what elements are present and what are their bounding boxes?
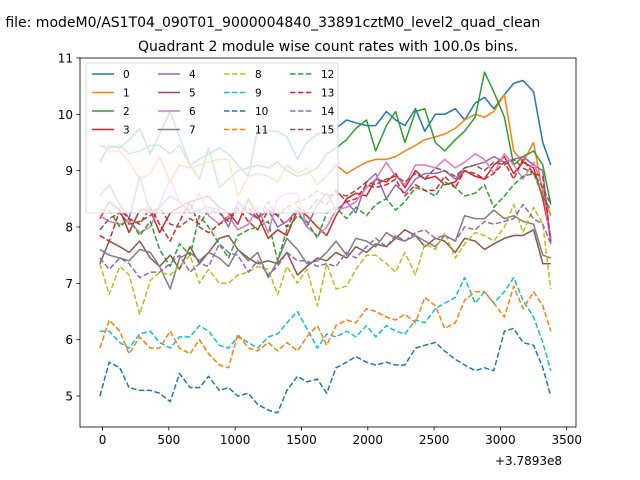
legend-label-11: 11 [255,124,268,136]
y-tick-label: 5 [65,390,73,404]
window-title: n file: modeM0/AS1T04_090T01_9000004840_… [0,15,540,31]
legend-label-12: 12 [321,69,334,81]
series-line-9 [99,276,552,371]
x-tick-label: 500 [157,433,180,447]
legend-label-9: 9 [255,87,262,99]
y-tick-label: 10 [58,108,73,122]
legend-label-13: 13 [321,87,334,99]
y-tick-label: 11 [58,52,73,66]
series-line-10 [99,327,552,414]
x-tick-label: 3500 [551,433,582,447]
series-line-15 [99,158,552,231]
axes-frame [79,57,577,428]
legend-label-6: 6 [189,106,196,118]
series-line-8 [99,203,552,316]
x-tick-label: 2500 [419,433,450,447]
y-tick-label: 6 [65,333,73,347]
x-tick-label: 0 [99,433,107,447]
y-tick-label: 7 [65,277,73,291]
y-tick-label: 8 [65,221,73,235]
series-line-11 [99,285,552,369]
legend-label-10: 10 [255,106,268,118]
legend-label-3: 3 [123,124,130,136]
series-line-14 [99,203,552,279]
x-axis: 0 500 1000 1500 2000 2500 3000 3500 [99,427,582,447]
x-offset-label: +3.7893e8 [495,454,562,468]
x-tick-label: 3000 [485,433,516,447]
legend-label-4: 4 [189,69,196,81]
x-tick-label: 1000 [220,433,251,447]
legend-label-14: 14 [321,106,335,118]
legend-label-0: 0 [123,69,130,81]
legend-label-15: 15 [321,124,334,136]
legend-label-7: 7 [189,124,196,136]
legend-frame [85,62,339,214]
legend-label-5: 5 [189,87,196,99]
x-tick-label: 2000 [353,433,384,447]
legend-label-2: 2 [123,106,130,118]
chart-title: Quadrant 2 module wise count rates with … [138,39,518,55]
x-tick-label: 1500 [286,433,317,447]
legend-label-1: 1 [123,87,130,99]
y-axis: 5 6 7 8 9 10 11 [58,52,80,404]
legend-label-8: 8 [255,69,262,81]
series-line-5 [99,229,551,276]
y-tick-label: 9 [65,164,73,178]
